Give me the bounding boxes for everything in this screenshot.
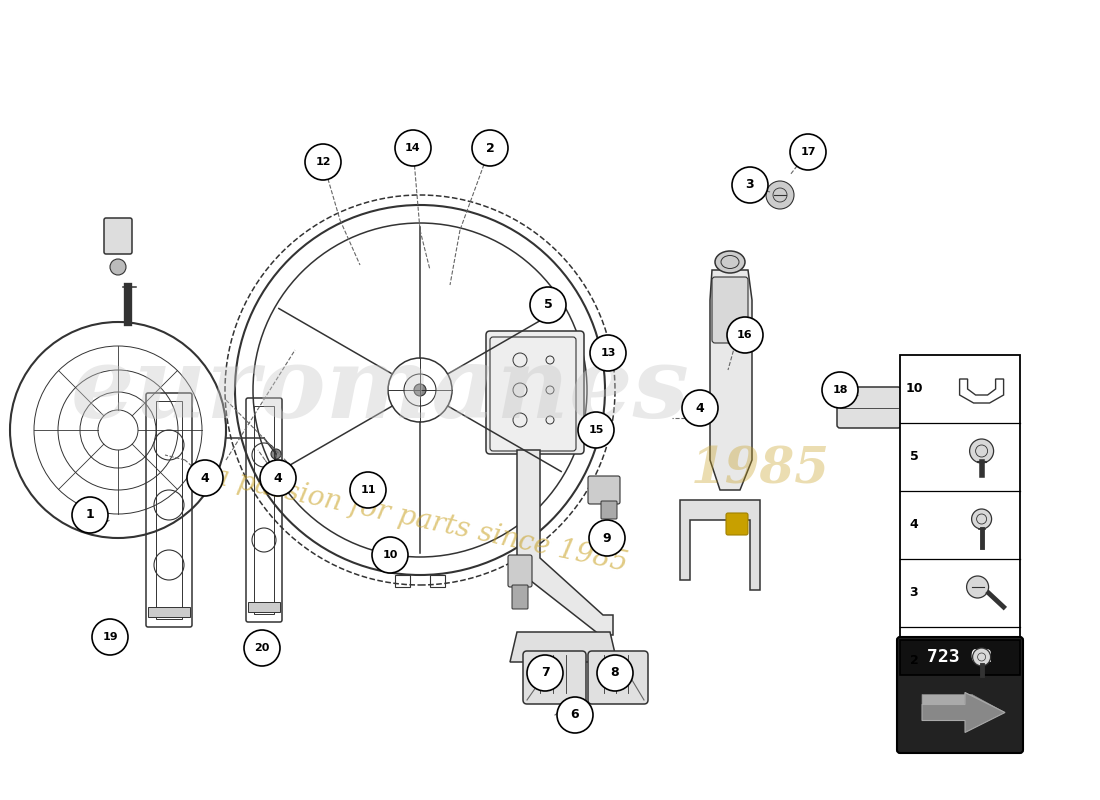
Text: 15: 15 <box>588 425 604 435</box>
Text: 11: 11 <box>361 485 376 495</box>
Text: 8: 8 <box>610 666 619 679</box>
Text: 4: 4 <box>200 471 209 485</box>
Circle shape <box>187 460 223 496</box>
Circle shape <box>822 372 858 408</box>
Circle shape <box>727 317 763 353</box>
Circle shape <box>110 259 126 275</box>
Text: 2: 2 <box>910 654 918 667</box>
FancyBboxPatch shape <box>726 513 748 535</box>
Text: 13: 13 <box>601 348 616 358</box>
Circle shape <box>350 472 386 508</box>
Text: 20: 20 <box>254 643 270 653</box>
Bar <box>900 640 1020 675</box>
Circle shape <box>557 697 593 733</box>
FancyBboxPatch shape <box>512 585 528 609</box>
Polygon shape <box>710 270 752 490</box>
Circle shape <box>414 384 426 396</box>
FancyBboxPatch shape <box>104 218 132 254</box>
Text: 6: 6 <box>571 709 580 722</box>
Bar <box>395 575 410 587</box>
FancyBboxPatch shape <box>588 651 648 704</box>
Circle shape <box>271 449 281 459</box>
Text: 7: 7 <box>540 666 549 679</box>
Text: 2: 2 <box>485 142 494 154</box>
Bar <box>148 607 190 617</box>
FancyBboxPatch shape <box>508 555 532 587</box>
Bar <box>254 406 274 614</box>
Circle shape <box>790 134 826 170</box>
Text: 14: 14 <box>405 143 421 153</box>
Text: 18: 18 <box>833 385 848 395</box>
Circle shape <box>969 439 993 463</box>
Polygon shape <box>680 500 760 590</box>
Circle shape <box>305 144 341 180</box>
FancyBboxPatch shape <box>837 387 901 428</box>
Text: 1985: 1985 <box>691 446 829 494</box>
Circle shape <box>732 167 768 203</box>
Circle shape <box>72 497 108 533</box>
Polygon shape <box>922 693 1005 713</box>
Text: 9: 9 <box>603 531 612 545</box>
FancyBboxPatch shape <box>712 277 748 343</box>
Circle shape <box>597 655 632 691</box>
Circle shape <box>766 181 794 209</box>
Polygon shape <box>510 632 617 662</box>
Text: 1: 1 <box>86 509 95 522</box>
Text: 4: 4 <box>910 518 918 531</box>
Circle shape <box>395 130 431 166</box>
FancyBboxPatch shape <box>588 476 620 504</box>
Circle shape <box>372 537 408 573</box>
Circle shape <box>588 520 625 556</box>
Circle shape <box>971 509 991 529</box>
Bar <box>156 401 182 619</box>
Circle shape <box>527 655 563 691</box>
Ellipse shape <box>715 251 745 273</box>
Text: 17: 17 <box>801 147 816 157</box>
Polygon shape <box>517 450 613 635</box>
Circle shape <box>578 412 614 448</box>
Text: 4: 4 <box>274 471 283 485</box>
Text: 5: 5 <box>543 298 552 311</box>
Bar <box>248 602 280 612</box>
Text: a passion for parts since 1985: a passion for parts since 1985 <box>210 462 630 578</box>
Circle shape <box>967 576 989 598</box>
FancyBboxPatch shape <box>486 331 584 454</box>
Circle shape <box>586 424 594 432</box>
Circle shape <box>260 460 296 496</box>
Text: 5: 5 <box>910 450 918 463</box>
Circle shape <box>682 390 718 426</box>
Text: 723 02: 723 02 <box>927 649 992 666</box>
Text: 12: 12 <box>316 157 331 167</box>
FancyBboxPatch shape <box>601 501 617 519</box>
Circle shape <box>472 130 508 166</box>
Text: 19: 19 <box>102 632 118 642</box>
FancyBboxPatch shape <box>522 651 586 704</box>
Text: 3: 3 <box>910 586 918 599</box>
Text: 3: 3 <box>746 178 755 191</box>
Circle shape <box>972 648 991 666</box>
Bar <box>430 575 446 587</box>
Bar <box>900 355 1020 695</box>
Text: 4: 4 <box>695 402 704 414</box>
Circle shape <box>590 335 626 371</box>
Text: 10: 10 <box>383 550 398 560</box>
Text: 10: 10 <box>905 382 923 395</box>
Polygon shape <box>922 693 1005 733</box>
Text: 16: 16 <box>737 330 752 340</box>
Circle shape <box>92 619 128 655</box>
Text: euromanes: euromanes <box>70 342 690 438</box>
Circle shape <box>244 630 280 666</box>
FancyBboxPatch shape <box>896 637 1023 753</box>
Circle shape <box>530 287 566 323</box>
